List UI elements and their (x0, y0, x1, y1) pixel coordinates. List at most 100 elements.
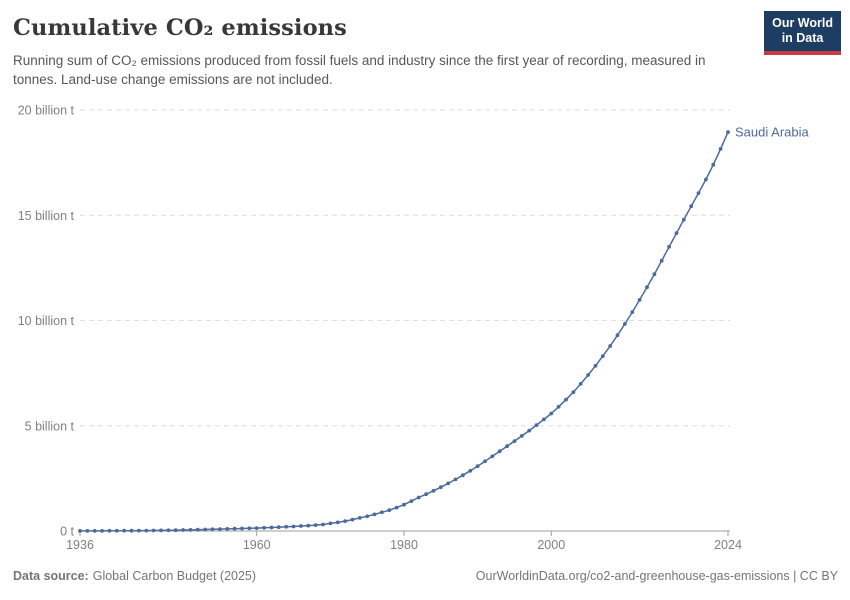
footer-citation-link[interactable]: OurWorldinData.org/co2-and-greenhouse-ga… (475, 569, 838, 583)
data-point[interactable] (85, 529, 90, 533)
data-point[interactable] (674, 231, 679, 236)
data-point[interactable] (247, 526, 252, 531)
data-point[interactable] (689, 204, 694, 209)
data-point[interactable] (542, 417, 546, 422)
data-point[interactable] (394, 505, 399, 510)
data-point[interactable] (512, 439, 517, 443)
data-point[interactable] (578, 382, 583, 386)
entity-label[interactable]: Saudi Arabia (735, 125, 809, 140)
data-point[interactable] (726, 130, 730, 135)
data-point[interactable] (645, 285, 649, 290)
data-point[interactable] (483, 459, 487, 464)
data-point[interactable] (137, 528, 141, 533)
data-point[interactable] (225, 527, 230, 531)
data-point[interactable] (299, 524, 303, 528)
data-point[interactable] (600, 354, 605, 358)
data-point[interactable] (321, 522, 325, 527)
data-point[interactable] (711, 162, 716, 167)
data-point[interactable] (564, 397, 568, 402)
data-point[interactable] (431, 488, 436, 493)
data-point[interactable] (254, 526, 259, 530)
data-point[interactable] (159, 528, 163, 533)
data-point[interactable] (166, 528, 171, 533)
data-point[interactable] (652, 272, 657, 277)
data-point[interactable] (387, 508, 392, 513)
data-point[interactable] (608, 344, 613, 348)
owid-logo-line1: Our World (772, 16, 833, 30)
data-point[interactable] (335, 520, 340, 525)
data-point[interactable] (519, 434, 524, 438)
data-point[interactable] (100, 529, 104, 533)
data-point[interactable] (122, 528, 127, 533)
data-point[interactable] (357, 516, 362, 520)
data-point[interactable] (534, 423, 539, 427)
data-point[interactable] (453, 477, 458, 482)
data-point[interactable] (527, 428, 532, 433)
owid-logo[interactable]: Our World in Data (764, 11, 841, 55)
data-point[interactable] (188, 528, 193, 532)
y-axis-label: 20 billion t (18, 104, 75, 118)
data-point[interactable] (129, 528, 134, 533)
data-point[interactable] (659, 258, 664, 263)
data-point[interactable] (718, 147, 723, 151)
data-point[interactable] (497, 449, 502, 454)
data-point[interactable] (276, 525, 281, 530)
data-point[interactable] (681, 217, 686, 222)
data-point[interactable] (240, 526, 244, 531)
data-point[interactable] (144, 528, 149, 533)
data-point[interactable] (549, 411, 554, 416)
data-point[interactable] (416, 495, 421, 500)
data-point[interactable] (92, 529, 97, 533)
data-point[interactable] (284, 524, 289, 529)
data-point[interactable] (195, 527, 200, 532)
x-axis-label: 1980 (390, 538, 418, 552)
data-line[interactable] (80, 131, 729, 532)
data-point[interactable] (181, 528, 186, 532)
data-point[interactable] (173, 528, 178, 533)
data-point[interactable] (78, 529, 82, 533)
chart-subtitle: Running sum of CO₂ emissions produced fr… (13, 53, 706, 88)
y-axis-label: 15 billion t (18, 209, 75, 223)
data-point[interactable] (269, 525, 274, 530)
data-point[interactable] (232, 526, 237, 531)
data-point[interactable] (380, 510, 384, 515)
data-point[interactable] (409, 499, 414, 503)
data-point[interactable] (446, 481, 451, 486)
data-point[interactable] (313, 523, 318, 527)
data-point[interactable] (372, 512, 377, 517)
data-point[interactable] (365, 514, 370, 519)
data-point[interactable] (593, 363, 598, 368)
data-point[interactable] (402, 502, 406, 507)
data-point[interactable] (291, 524, 296, 529)
data-point[interactable] (107, 528, 112, 533)
data-point[interactable] (505, 444, 509, 449)
data-point[interactable] (218, 527, 222, 531)
data-point[interactable] (571, 390, 576, 394)
page-title: Cumulative CO₂ emissions (13, 15, 347, 41)
data-point[interactable] (203, 527, 208, 532)
data-point[interactable] (210, 527, 215, 532)
data-point[interactable] (490, 454, 495, 459)
data-point[interactable] (424, 492, 428, 497)
data-point[interactable] (461, 473, 465, 478)
data-point[interactable] (556, 404, 561, 409)
data-point[interactable] (630, 310, 635, 314)
data-point[interactable] (262, 525, 266, 530)
data-point[interactable] (438, 485, 443, 490)
data-point[interactable] (306, 523, 311, 528)
data-point[interactable] (475, 464, 480, 469)
data-point[interactable] (343, 519, 347, 523)
data-point[interactable] (667, 244, 671, 249)
data-point[interactable] (637, 298, 642, 302)
data-point[interactable] (623, 322, 627, 326)
data-point[interactable] (615, 333, 620, 338)
data-point[interactable] (350, 517, 355, 522)
data-point[interactable] (586, 373, 590, 377)
data-point[interactable] (328, 521, 333, 526)
data-point[interactable] (114, 528, 119, 533)
data-point[interactable] (151, 528, 156, 533)
data-point[interactable] (696, 191, 701, 196)
data-point[interactable] (468, 468, 473, 473)
data-point[interactable] (704, 177, 708, 182)
